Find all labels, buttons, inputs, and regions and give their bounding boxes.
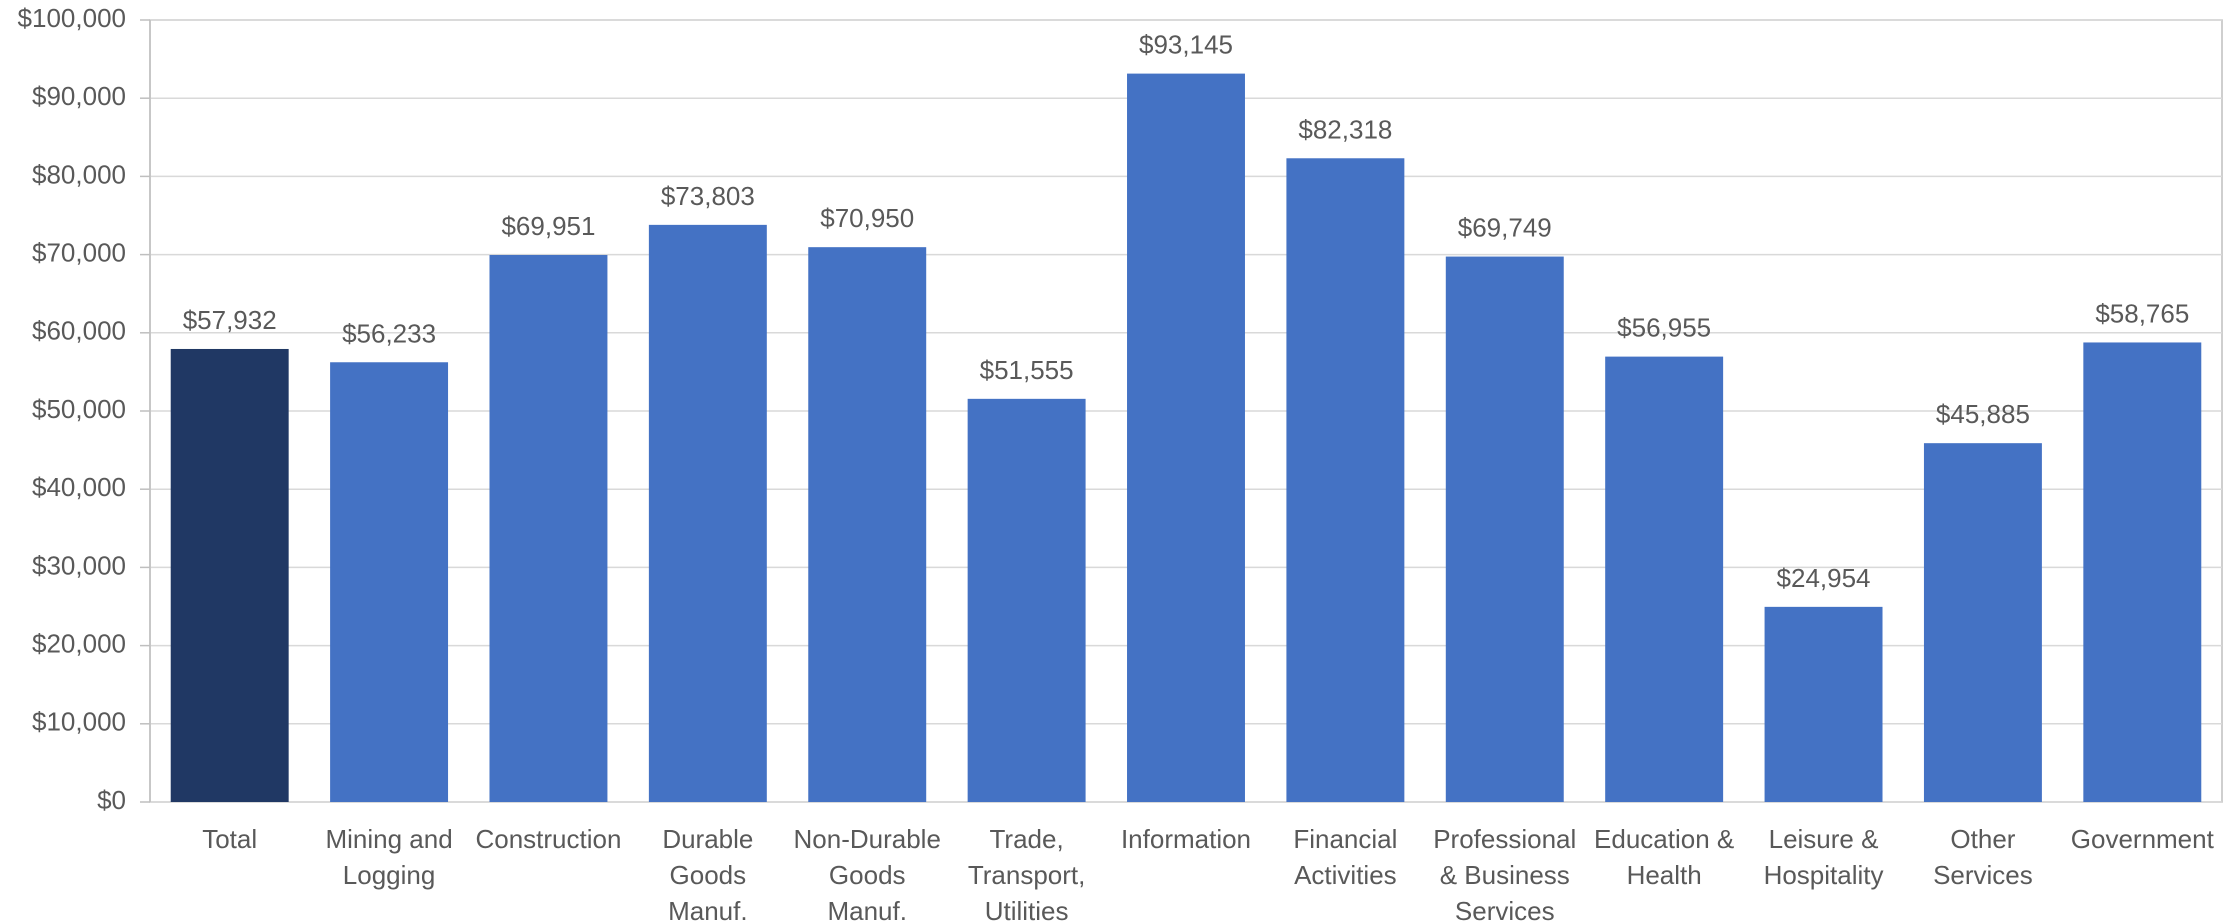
bar [1286, 158, 1405, 802]
y-tick-label: $30,000 [32, 550, 126, 580]
x-tick-label: Professional & Business Services [1433, 824, 1576, 922]
bar [330, 362, 449, 802]
bar [648, 224, 767, 802]
y-tick-label: $0 [97, 785, 126, 815]
data-label: $70,950 [820, 203, 914, 233]
x-tick-label: Other Services [1933, 824, 2033, 890]
data-label: $69,749 [1458, 213, 1552, 243]
y-tick-label: $70,000 [32, 237, 126, 267]
x-tick-label: Trade, Transport, Utilities [968, 824, 1086, 922]
bar [967, 398, 1086, 802]
x-tick-label: Leisure & Hospitality [1764, 824, 1884, 890]
x-tick-label: Financial Activities [1293, 824, 1397, 890]
bar [489, 254, 608, 803]
y-tick-label: $20,000 [32, 628, 126, 658]
bar [808, 247, 927, 802]
data-label: $56,233 [342, 318, 436, 348]
x-tick-label: Education & Health [1594, 824, 1734, 890]
data-label: $82,318 [1298, 114, 1392, 144]
bar [1445, 256, 1564, 802]
bar [1605, 356, 1724, 802]
y-tick-label: $50,000 [32, 394, 126, 424]
bar [1923, 443, 2042, 802]
y-tick-label: $100,000 [18, 3, 126, 33]
data-label: $56,955 [1617, 313, 1711, 343]
x-tick-label: Government [2071, 824, 2215, 854]
data-label: $93,145 [1139, 30, 1233, 60]
x-tick-label: Construction [475, 824, 621, 854]
x-tick-label: Total [202, 824, 257, 854]
x-tick-label: Non-Durable Goods Manuf. [794, 824, 941, 922]
data-label: $51,555 [980, 355, 1074, 385]
bar [1764, 606, 1883, 802]
data-label: $73,803 [661, 181, 755, 211]
x-tick-label: Mining and Logging [325, 824, 452, 890]
y-tick-label: $60,000 [32, 316, 126, 346]
data-label: $24,954 [1777, 563, 1871, 593]
data-label: $58,765 [2095, 298, 2189, 328]
y-tick-label: $90,000 [32, 81, 126, 111]
data-label: $45,885 [1936, 399, 2030, 429]
bar [1127, 73, 1245, 803]
y-tick-label: $40,000 [32, 472, 126, 502]
data-label: $69,951 [501, 211, 595, 241]
y-tick-label: $80,000 [32, 159, 126, 189]
x-tick-label: Information [1121, 824, 1251, 854]
y-tick-label: $10,000 [32, 707, 126, 737]
data-label: $57,932 [183, 305, 277, 335]
x-tick-label: Durable Goods Manuf. [662, 824, 753, 922]
bar [2083, 342, 2202, 802]
bar [170, 348, 289, 802]
